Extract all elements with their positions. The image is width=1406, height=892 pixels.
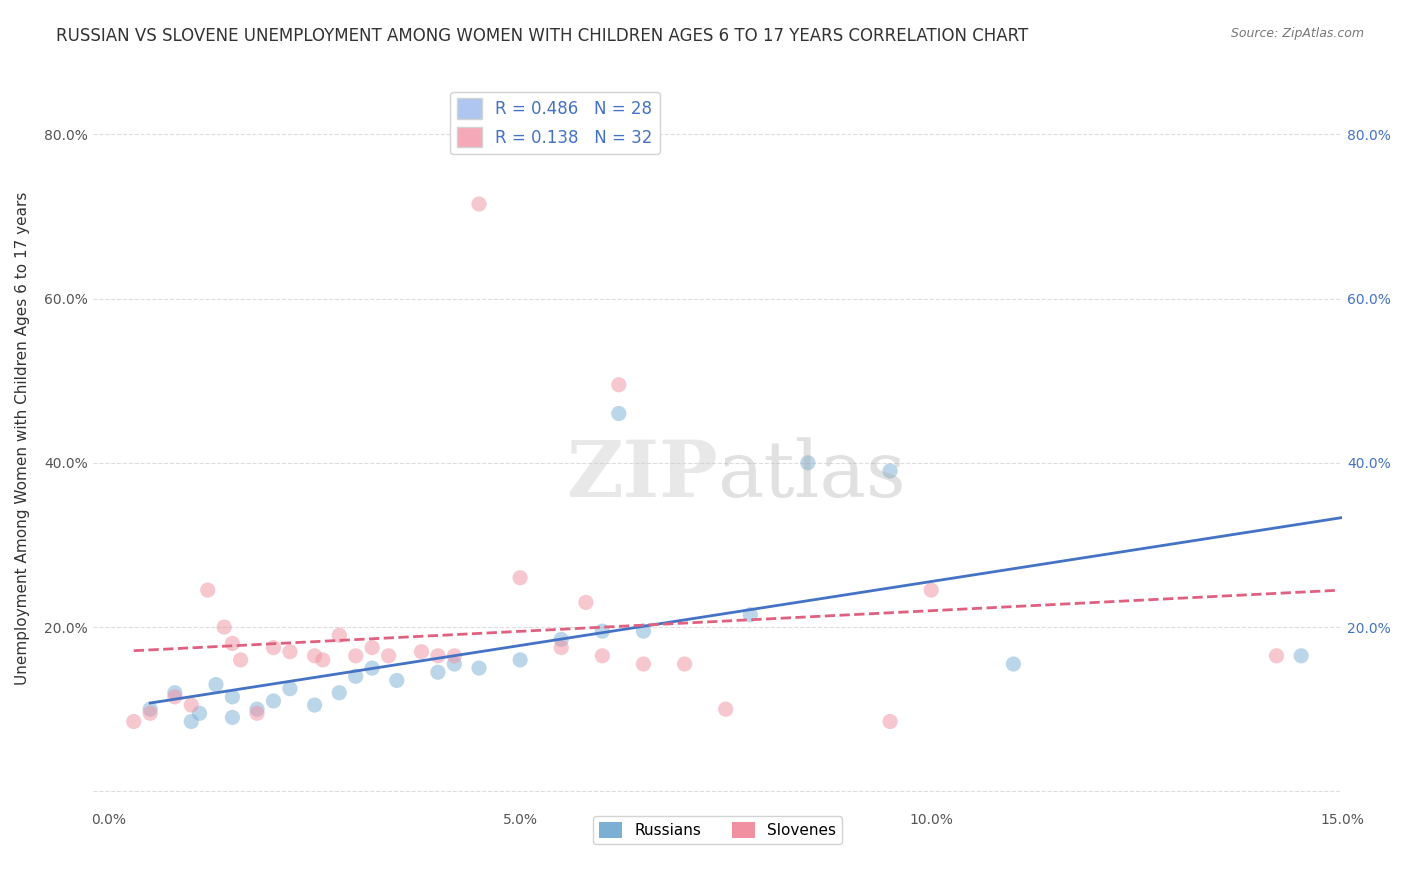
Legend: Russians, Slovenes: Russians, Slovenes	[593, 816, 842, 845]
Point	[443, 657, 465, 671]
Point	[278, 681, 301, 696]
Point	[188, 706, 211, 721]
Point	[633, 657, 655, 671]
Point	[550, 632, 572, 647]
Point	[139, 706, 162, 721]
Point	[361, 661, 384, 675]
Point	[385, 673, 408, 688]
Point	[221, 636, 243, 650]
Point	[246, 702, 269, 716]
Point	[328, 686, 350, 700]
Point	[163, 686, 186, 700]
Point	[278, 645, 301, 659]
Point	[591, 624, 613, 639]
Point	[344, 669, 367, 683]
Text: ZIP: ZIP	[565, 437, 717, 513]
Point	[312, 653, 335, 667]
Point	[304, 698, 326, 712]
Point	[509, 571, 531, 585]
Point	[263, 694, 285, 708]
Point	[633, 624, 655, 639]
Point	[221, 710, 243, 724]
Text: Source: ZipAtlas.com: Source: ZipAtlas.com	[1230, 27, 1364, 40]
Point	[673, 657, 696, 671]
Point	[304, 648, 326, 663]
Point	[221, 690, 243, 704]
Point	[180, 714, 202, 729]
Point	[1289, 648, 1312, 663]
Point	[591, 648, 613, 663]
Point	[246, 706, 269, 721]
Point	[229, 653, 252, 667]
Point	[607, 377, 630, 392]
Point	[468, 661, 491, 675]
Point	[139, 702, 162, 716]
Point	[740, 607, 762, 622]
Text: RUSSIAN VS SLOVENE UNEMPLOYMENT AMONG WOMEN WITH CHILDREN AGES 6 TO 17 YEARS COR: RUSSIAN VS SLOVENE UNEMPLOYMENT AMONG WO…	[56, 27, 1029, 45]
Point	[180, 698, 202, 712]
Point	[714, 702, 737, 716]
Point	[509, 653, 531, 667]
Point	[377, 648, 399, 663]
Point	[122, 714, 145, 729]
Point	[205, 677, 228, 691]
Point	[344, 648, 367, 663]
Point	[468, 197, 491, 211]
Point	[426, 648, 449, 663]
Point	[797, 456, 820, 470]
Y-axis label: Unemployment Among Women with Children Ages 6 to 17 years: Unemployment Among Women with Children A…	[15, 192, 30, 685]
Point	[197, 583, 219, 598]
Point	[163, 690, 186, 704]
Point	[550, 640, 572, 655]
Point	[879, 464, 901, 478]
Point	[920, 583, 942, 598]
Point	[443, 648, 465, 663]
Point	[361, 640, 384, 655]
Point	[607, 407, 630, 421]
Point	[263, 640, 285, 655]
Point	[575, 595, 598, 609]
Point	[1265, 648, 1288, 663]
Text: atlas: atlas	[717, 437, 907, 513]
Point	[879, 714, 901, 729]
Point	[212, 620, 235, 634]
Point	[1002, 657, 1025, 671]
Point	[411, 645, 433, 659]
Point	[328, 628, 350, 642]
Point	[426, 665, 449, 680]
